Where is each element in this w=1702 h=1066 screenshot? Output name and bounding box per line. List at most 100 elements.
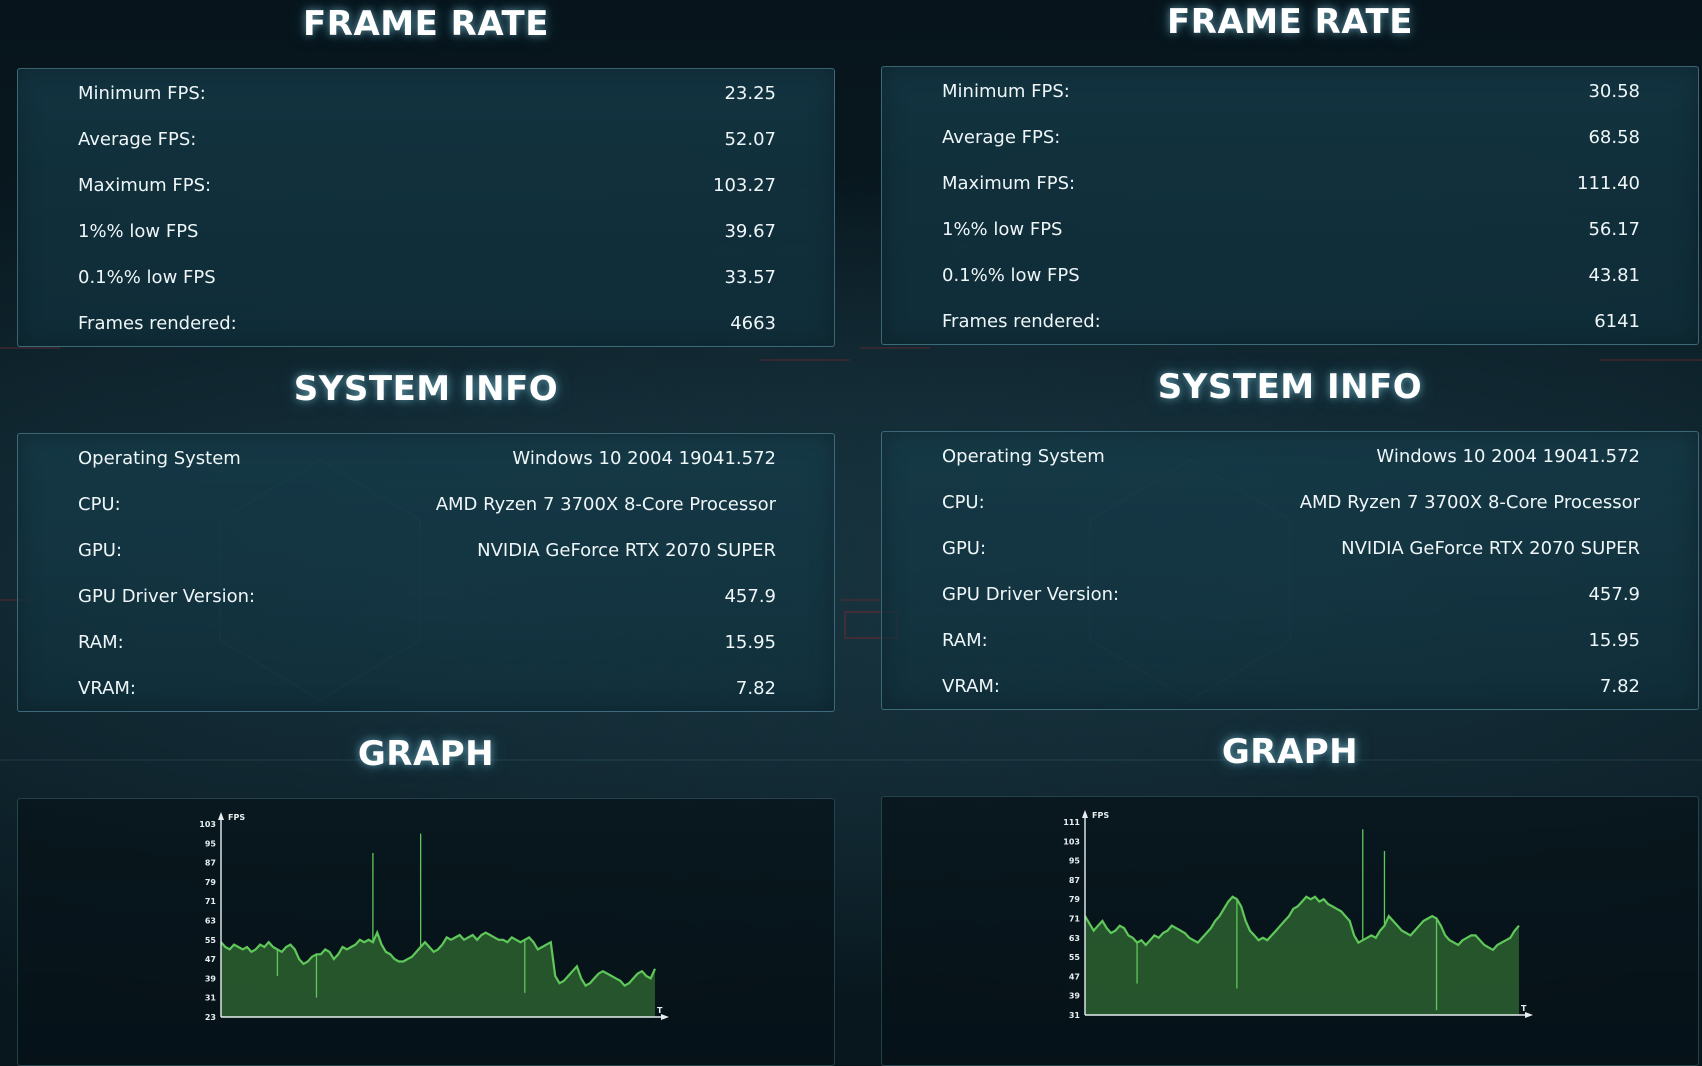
x-axis-arrow (661, 1014, 669, 1020)
y-tick-label: 55 (1069, 953, 1081, 962)
info-label: VRAM: (78, 677, 136, 699)
info-label: GPU: (942, 537, 987, 559)
info-value: NVIDIA GeForce RTX 2070 SUPER (477, 539, 776, 561)
y-tick-label: 71 (205, 897, 217, 906)
stat-row: 1%% low FPS 39.67 (78, 217, 776, 245)
stat-row: 0.1%% low FPS 43.81 (942, 261, 1640, 289)
y-tick-label: 111 (1063, 818, 1080, 827)
frame-rate-panel: Minimum FPS: 30.58 Average FPS: 68.58 Maxi… (881, 66, 1699, 345)
y-tick-label: 31 (205, 994, 217, 1003)
stat-row: Frames rendered: 6141 (942, 307, 1640, 335)
info-label: CPU: (78, 493, 121, 515)
y-tick-label: 79 (1069, 895, 1081, 904)
y-tick-label: 55 (205, 936, 217, 945)
info-row: CPU: AMD Ryzen 7 3700X 8-Core Processor (78, 490, 776, 518)
y-tick-label: 39 (1069, 992, 1081, 1001)
frame-rate-title: FRAME RATE (1167, 2, 1413, 42)
stat-row: Average FPS: 68.58 (942, 123, 1640, 151)
frame-rate-title: FRAME RATE (303, 4, 549, 44)
y-tick-label: 47 (205, 955, 216, 964)
stat-row: 1%% low FPS 56.17 (942, 215, 1640, 243)
info-value: 15.95 (724, 631, 776, 653)
info-row: GPU Driver Version: 457.9 (942, 580, 1640, 608)
y-axis-label: FPS (228, 813, 245, 822)
stat-row: Frames rendered: 4663 (78, 309, 776, 337)
stat-label: Maximum FPS: (78, 174, 212, 196)
stat-value: 103.27 (713, 174, 776, 196)
stat-row: Maximum FPS: 103.27 (78, 171, 776, 199)
stat-label: Frames rendered: (78, 312, 237, 334)
stat-label: Frames rendered: (942, 310, 1101, 332)
stat-label: 1%% low FPS (78, 220, 199, 242)
system-info-title: SYSTEM INFO (293, 369, 559, 409)
y-tick-label: 87 (1069, 876, 1080, 885)
stat-label: Average FPS: (78, 128, 197, 150)
graph-panel: 103 95 87 79 71 63 55 47 39 31 23 FPS T (17, 798, 835, 1066)
stat-value: 68.58 (1588, 126, 1640, 148)
stat-row: Minimum FPS: 23.25 (78, 79, 776, 107)
info-value: Windows 10 2004 19041.572 (1376, 445, 1640, 467)
stat-value: 52.07 (724, 128, 776, 150)
info-row: Operating System Windows 10 2004 19041.57… (942, 442, 1640, 470)
x-axis-label: T (657, 1006, 663, 1015)
y-tick-label: 23 (205, 1013, 216, 1022)
info-row: RAM: 15.95 (942, 626, 1640, 654)
stat-label: 1%% low FPS (942, 218, 1063, 240)
info-value: AMD Ryzen 7 3700X 8-Core Processor (1299, 491, 1640, 513)
info-value: NVIDIA GeForce RTX 2070 SUPER (1341, 537, 1640, 559)
info-label: Operating System (942, 445, 1105, 467)
info-label: GPU: (78, 539, 123, 561)
graph-title: GRAPH (1221, 732, 1359, 772)
y-axis-arrow (1082, 810, 1088, 818)
system-info-panel: Operating System Windows 10 2004 19041.57… (881, 431, 1699, 710)
stat-value: 4663 (730, 312, 776, 334)
benchmark-column-left: FRAME RATE Minimum FPS: 23.25 Average FPS… (17, 0, 835, 1066)
stat-value: 30.58 (1588, 80, 1640, 102)
y-tick-label: 103 (1063, 837, 1080, 846)
x-axis-arrow (1525, 1012, 1533, 1018)
info-label: CPU: (942, 491, 985, 513)
stat-row: Maximum FPS: 111.40 (942, 169, 1640, 197)
graph-panel: 111 103 95 87 79 71 63 55 47 39 31 FPS T (881, 796, 1699, 1066)
stat-label: Minimum FPS: (78, 82, 206, 104)
info-value: 15.95 (1588, 629, 1640, 651)
stat-value: 23.25 (724, 82, 776, 104)
x-axis-label: T (1521, 1004, 1527, 1013)
stat-row: Minimum FPS: 30.58 (942, 77, 1640, 105)
info-row: Operating System Windows 10 2004 19041.57… (78, 444, 776, 472)
system-info-title: SYSTEM INFO (1157, 367, 1423, 407)
y-tick-label: 47 (1069, 972, 1080, 981)
stat-value: 6141 (1594, 310, 1640, 332)
info-label: RAM: (78, 631, 124, 653)
stat-label: 0.1%% low FPS (942, 264, 1080, 286)
stat-value: 56.17 (1588, 218, 1640, 240)
system-info-panel: Operating System Windows 10 2004 19041.57… (17, 433, 835, 712)
y-tick-label: 71 (1069, 915, 1081, 924)
y-axis-arrow (218, 812, 224, 820)
benchmark-column-right: FRAME RATE Minimum FPS: 30.58 Average FPS… (881, 0, 1699, 1066)
info-label: GPU Driver Version: (78, 585, 256, 607)
y-tick-label: 95 (1069, 857, 1081, 866)
info-label: Operating System (78, 447, 241, 469)
fps-chart: 111 103 95 87 79 71 63 55 47 39 31 FPS T (1063, 810, 1533, 1020)
stat-label: Minimum FPS: (942, 80, 1070, 102)
stat-value: 43.81 (1588, 264, 1640, 286)
stat-value: 39.67 (724, 220, 776, 242)
y-tick-label: 63 (205, 917, 216, 926)
graph-title: GRAPH (357, 734, 495, 774)
info-row: GPU: NVIDIA GeForce RTX 2070 SUPER (78, 536, 776, 564)
y-tick-label: 103 (199, 820, 216, 829)
info-label: RAM: (942, 629, 988, 651)
fps-area (1085, 896, 1519, 1015)
fps-line (220, 929, 657, 988)
y-tick-label: 63 (1069, 934, 1080, 943)
info-row: GPU Driver Version: 457.9 (78, 582, 776, 610)
y-tick-label: 87 (205, 859, 216, 868)
stat-row: Average FPS: 52.07 (78, 125, 776, 153)
stat-label: Average FPS: (942, 126, 1061, 148)
info-value: Windows 10 2004 19041.572 (512, 447, 776, 469)
fps-area (221, 932, 655, 1017)
info-value: 457.9 (724, 585, 776, 607)
stat-value: 111.40 (1577, 172, 1640, 194)
stat-value: 33.57 (724, 266, 776, 288)
